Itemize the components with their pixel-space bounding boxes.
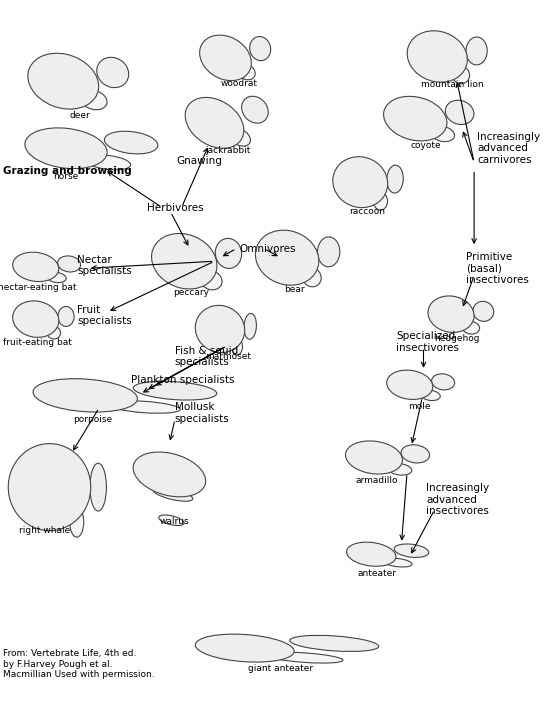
- Ellipse shape: [58, 306, 74, 326]
- Text: jackrabbit: jackrabbit: [206, 146, 251, 155]
- Ellipse shape: [430, 126, 454, 142]
- Ellipse shape: [345, 441, 403, 474]
- Text: marmoset: marmoset: [205, 352, 251, 361]
- Ellipse shape: [13, 252, 59, 282]
- Text: peccary: peccary: [173, 288, 209, 297]
- Ellipse shape: [373, 192, 388, 210]
- Ellipse shape: [387, 165, 403, 193]
- Text: Nectar
specialists: Nectar specialists: [77, 255, 132, 276]
- Ellipse shape: [33, 378, 138, 412]
- Ellipse shape: [238, 64, 255, 80]
- Text: Increasingly
advanced
insectivores: Increasingly advanced insectivores: [426, 483, 490, 517]
- Ellipse shape: [462, 321, 480, 334]
- Text: fruit-eating bat: fruit-eating bat: [3, 338, 72, 347]
- Ellipse shape: [394, 544, 428, 558]
- Text: armadillo: armadillo: [355, 476, 398, 485]
- Ellipse shape: [97, 57, 129, 88]
- Ellipse shape: [90, 463, 107, 511]
- Ellipse shape: [152, 234, 217, 289]
- Ellipse shape: [387, 370, 433, 400]
- Text: raccoon: raccoon: [349, 207, 386, 216]
- Ellipse shape: [383, 558, 412, 567]
- Ellipse shape: [388, 463, 412, 475]
- Ellipse shape: [232, 339, 243, 355]
- Ellipse shape: [241, 96, 268, 123]
- Ellipse shape: [47, 326, 60, 339]
- Ellipse shape: [432, 373, 455, 390]
- Text: giant anteater: giant anteater: [248, 664, 313, 673]
- Ellipse shape: [133, 381, 217, 400]
- Text: woodrat: woodrat: [221, 79, 258, 88]
- Text: coyote: coyote: [411, 141, 442, 150]
- Ellipse shape: [159, 515, 184, 525]
- Ellipse shape: [70, 507, 84, 537]
- Text: bear: bear: [284, 285, 305, 294]
- Ellipse shape: [290, 635, 379, 652]
- Text: nectar-eating bat: nectar-eating bat: [0, 283, 76, 292]
- Ellipse shape: [302, 268, 321, 287]
- Text: mountain lion: mountain lion: [421, 80, 483, 90]
- Ellipse shape: [401, 445, 430, 463]
- Text: horse: horse: [53, 172, 79, 181]
- Ellipse shape: [428, 296, 474, 333]
- Text: anteater: anteater: [358, 569, 396, 578]
- Ellipse shape: [228, 128, 250, 146]
- Text: Fish & squid
specialists: Fish & squid specialists: [175, 346, 238, 367]
- Ellipse shape: [466, 37, 487, 65]
- Text: deer: deer: [69, 111, 90, 120]
- Ellipse shape: [407, 31, 468, 82]
- Ellipse shape: [250, 37, 271, 61]
- Ellipse shape: [333, 157, 388, 208]
- Ellipse shape: [109, 401, 180, 413]
- Ellipse shape: [317, 237, 340, 267]
- Ellipse shape: [195, 306, 245, 352]
- Ellipse shape: [58, 256, 81, 272]
- Ellipse shape: [195, 634, 294, 662]
- Ellipse shape: [267, 652, 343, 663]
- Ellipse shape: [80, 90, 107, 109]
- Ellipse shape: [47, 273, 66, 282]
- Text: Mollusk
specialists: Mollusk specialists: [175, 402, 230, 424]
- Ellipse shape: [200, 35, 251, 80]
- Text: Herbivores: Herbivores: [147, 203, 204, 213]
- Ellipse shape: [104, 131, 158, 154]
- Ellipse shape: [421, 390, 440, 400]
- Text: Omnivores: Omnivores: [239, 244, 296, 253]
- Ellipse shape: [133, 452, 206, 497]
- Text: Increasingly
advanced
carnivores: Increasingly advanced carnivores: [477, 131, 541, 165]
- Text: From: Vertebrate Life, 4th ed.
by F.Harvey Pough et al.
Macmillian Used with per: From: Vertebrate Life, 4th ed. by F.Harv…: [3, 650, 155, 679]
- Ellipse shape: [8, 443, 91, 531]
- Text: Specialized
insectivores: Specialized insectivores: [396, 331, 459, 352]
- Ellipse shape: [383, 96, 447, 141]
- Text: Fruit
specialists: Fruit specialists: [77, 305, 132, 326]
- Ellipse shape: [25, 128, 107, 169]
- Ellipse shape: [452, 66, 470, 83]
- Ellipse shape: [244, 313, 256, 340]
- Ellipse shape: [215, 239, 241, 268]
- Ellipse shape: [346, 542, 396, 566]
- Ellipse shape: [153, 487, 193, 501]
- Ellipse shape: [200, 270, 222, 289]
- Ellipse shape: [255, 230, 319, 285]
- Ellipse shape: [473, 301, 494, 321]
- Text: right whale: right whale: [19, 526, 71, 535]
- Text: Plankton specialists: Plankton specialists: [131, 375, 234, 385]
- Text: Gnawing: Gnawing: [176, 156, 222, 166]
- Text: hedgehog: hedgehog: [434, 334, 479, 343]
- Ellipse shape: [85, 155, 130, 170]
- Text: Grazing and browsing: Grazing and browsing: [3, 166, 131, 176]
- Text: Primitive
(basal)
insectivores: Primitive (basal) insectivores: [466, 251, 529, 285]
- Ellipse shape: [185, 97, 244, 148]
- Text: porpoise: porpoise: [73, 415, 112, 424]
- Ellipse shape: [446, 100, 474, 124]
- Text: mole: mole: [408, 402, 430, 412]
- Ellipse shape: [13, 301, 59, 337]
- Ellipse shape: [28, 53, 98, 109]
- Text: walrus: walrus: [160, 517, 190, 526]
